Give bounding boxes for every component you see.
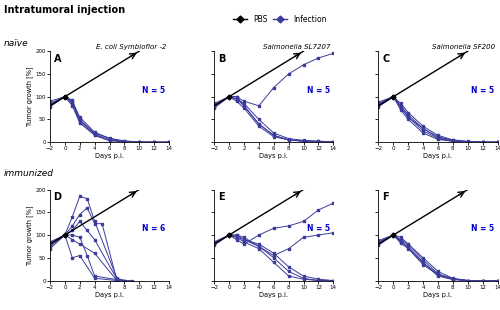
Text: Intratumoral injection: Intratumoral injection [4,5,125,15]
X-axis label: Days p.i.: Days p.i. [259,292,288,298]
Text: E: E [218,192,224,202]
Text: F: F [382,192,388,202]
X-axis label: Days p.i.: Days p.i. [95,292,124,298]
Text: N = 6: N = 6 [142,224,166,233]
Legend: PBS, Infection: PBS, Infection [230,11,330,27]
Text: Salmonella SF200: Salmonella SF200 [432,44,495,50]
Text: naïve: naïve [4,39,28,48]
Text: Salmonella SL7207: Salmonella SL7207 [264,44,331,50]
Text: C: C [382,54,390,64]
Text: N = 5: N = 5 [306,86,330,95]
Text: N = 5: N = 5 [471,86,494,95]
Text: B: B [218,54,225,64]
Text: N = 5: N = 5 [471,224,494,233]
Text: D: D [54,192,62,202]
Text: N = 5: N = 5 [142,86,166,95]
Text: immunized: immunized [4,169,54,178]
Y-axis label: Tumor growth [%]: Tumor growth [%] [26,205,33,265]
X-axis label: Days p.i.: Days p.i. [424,292,452,298]
X-axis label: Days p.i.: Days p.i. [259,153,288,159]
Text: E. coli Symbioflor -2: E. coli Symbioflor -2 [96,44,166,50]
Text: N = 5: N = 5 [306,224,330,233]
Y-axis label: Tumor growth [%]: Tumor growth [%] [26,67,33,126]
X-axis label: Days p.i.: Days p.i. [95,153,124,159]
X-axis label: Days p.i.: Days p.i. [424,153,452,159]
Text: A: A [54,54,61,64]
